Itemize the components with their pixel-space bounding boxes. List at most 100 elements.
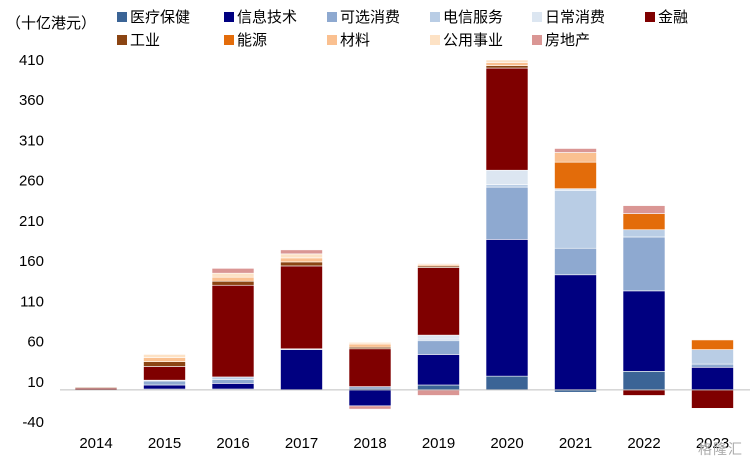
bar-segment: [211, 376, 255, 380]
bar-segment: [211, 379, 255, 384]
bar-segment: [622, 389, 666, 396]
legend-swatch: [117, 35, 127, 45]
bar-segment: [485, 62, 529, 66]
x-tick-label: 2018: [353, 435, 386, 452]
legend-label: 能源: [237, 31, 267, 49]
bar-segment: [554, 148, 597, 153]
bar-segment: [554, 161, 597, 190]
bar-segment: [485, 375, 529, 391]
bar-segment: [622, 371, 666, 391]
legend-swatch: [224, 35, 234, 45]
bar-segment: [691, 349, 734, 365]
bar-segment: [143, 384, 186, 390]
bar-segment: [211, 280, 255, 286]
legend-swatch: [327, 12, 337, 22]
y-tick-label: 110: [20, 293, 44, 310]
bar-segment: [554, 152, 597, 163]
bar-segment: [485, 169, 529, 185]
bar-segment: [485, 59, 529, 63]
bar-segment: [280, 257, 323, 263]
bar-segment: [143, 357, 186, 362]
y-tick-label: -40: [22, 414, 44, 431]
bar-segment: [485, 239, 529, 377]
legend-swatch: [430, 35, 440, 45]
legend-label: 信息技术: [237, 8, 297, 26]
legend-swatch: [430, 12, 440, 22]
legend-label: 工业: [130, 31, 160, 49]
bar-segment: [417, 354, 460, 386]
bar-segment: [211, 268, 255, 274]
legend-swatch: [117, 12, 127, 22]
x-tick-label: 2022: [627, 435, 660, 452]
bar-segment: [211, 272, 255, 278]
bars: [74, 59, 734, 410]
bar-segment: [691, 366, 734, 391]
x-axis: 2014 2015 2016 2017 2018 2019 2020 2021 2022 2023: [79, 435, 729, 452]
y-tick-label: 360: [19, 92, 44, 109]
legend-label: 电信服务: [443, 8, 503, 26]
unit-label: （十亿港元）: [6, 14, 96, 32]
x-tick-label: 2023: [696, 435, 729, 452]
legend-label: 金融: [658, 8, 688, 26]
legend-swatch: [532, 35, 542, 45]
bar-segment: [143, 366, 186, 381]
x-tick-label: 2015: [148, 435, 181, 452]
bar-segment: [143, 380, 186, 386]
legend-label: 可选消费: [340, 8, 400, 26]
x-tick-label: 2017: [285, 435, 318, 452]
bar-segment: [554, 274, 597, 391]
legend-label: 公用事业: [443, 31, 503, 49]
x-tick-label: 2016: [216, 435, 249, 452]
legend-label: 医疗保健: [130, 8, 190, 26]
bar-segment: [280, 265, 323, 350]
bar-segment: [348, 389, 392, 407]
bar-segment: [417, 389, 460, 396]
legend-label: 日常消费: [545, 8, 605, 26]
y-tick-label: 10: [27, 374, 44, 391]
bar-segment: [211, 383, 255, 390]
bar-segment: [348, 405, 392, 410]
legend-swatch: [645, 12, 655, 22]
bar-segment: [417, 267, 460, 336]
bar-segment: [622, 213, 666, 231]
y-tick-label: 310: [19, 132, 44, 149]
y-tick-label: 410: [19, 52, 44, 69]
bar-segment: [348, 343, 392, 348]
bar-segment: [554, 190, 597, 249]
bar-segment: [211, 284, 255, 378]
bar-segment: [417, 334, 460, 340]
bar-segment: [143, 354, 186, 358]
bar-segment: [280, 249, 323, 255]
bar-segment: [485, 184, 529, 188]
bar-segment: [485, 67, 529, 171]
bar-segment: [691, 363, 734, 368]
y-axis: 410 360 310 260 210 160 110 60 10 -40: [19, 52, 44, 431]
bar-segment: [622, 205, 666, 214]
bar-segment: [554, 247, 597, 276]
bar-segment: [417, 263, 460, 265]
bar-segment: [143, 361, 186, 367]
y-tick-label: 260: [19, 173, 44, 190]
bar-segment: [622, 236, 666, 292]
bar-segment: [280, 261, 323, 267]
bar-segment: [211, 276, 255, 282]
bar-segment: [691, 339, 734, 350]
bar-segment: [622, 229, 666, 238]
bar-segment: [280, 253, 323, 259]
x-tick-label: 2020: [490, 435, 523, 452]
y-tick-label: 60: [27, 334, 44, 351]
y-tick-label: 160: [19, 253, 44, 270]
legend-swatch: [224, 12, 234, 22]
x-tick-label: 2021: [559, 435, 592, 452]
legend-label: 房地产: [545, 31, 590, 49]
bar-segment: [691, 389, 734, 409]
x-tick-label: 2014: [79, 435, 112, 452]
watermark: 格隆汇: [698, 442, 743, 458]
bar-segment: [348, 342, 392, 345]
bar-segment: [417, 340, 460, 355]
bar-segment: [348, 348, 392, 387]
bar-segment: [417, 384, 460, 391]
bar-segment: [485, 65, 529, 69]
